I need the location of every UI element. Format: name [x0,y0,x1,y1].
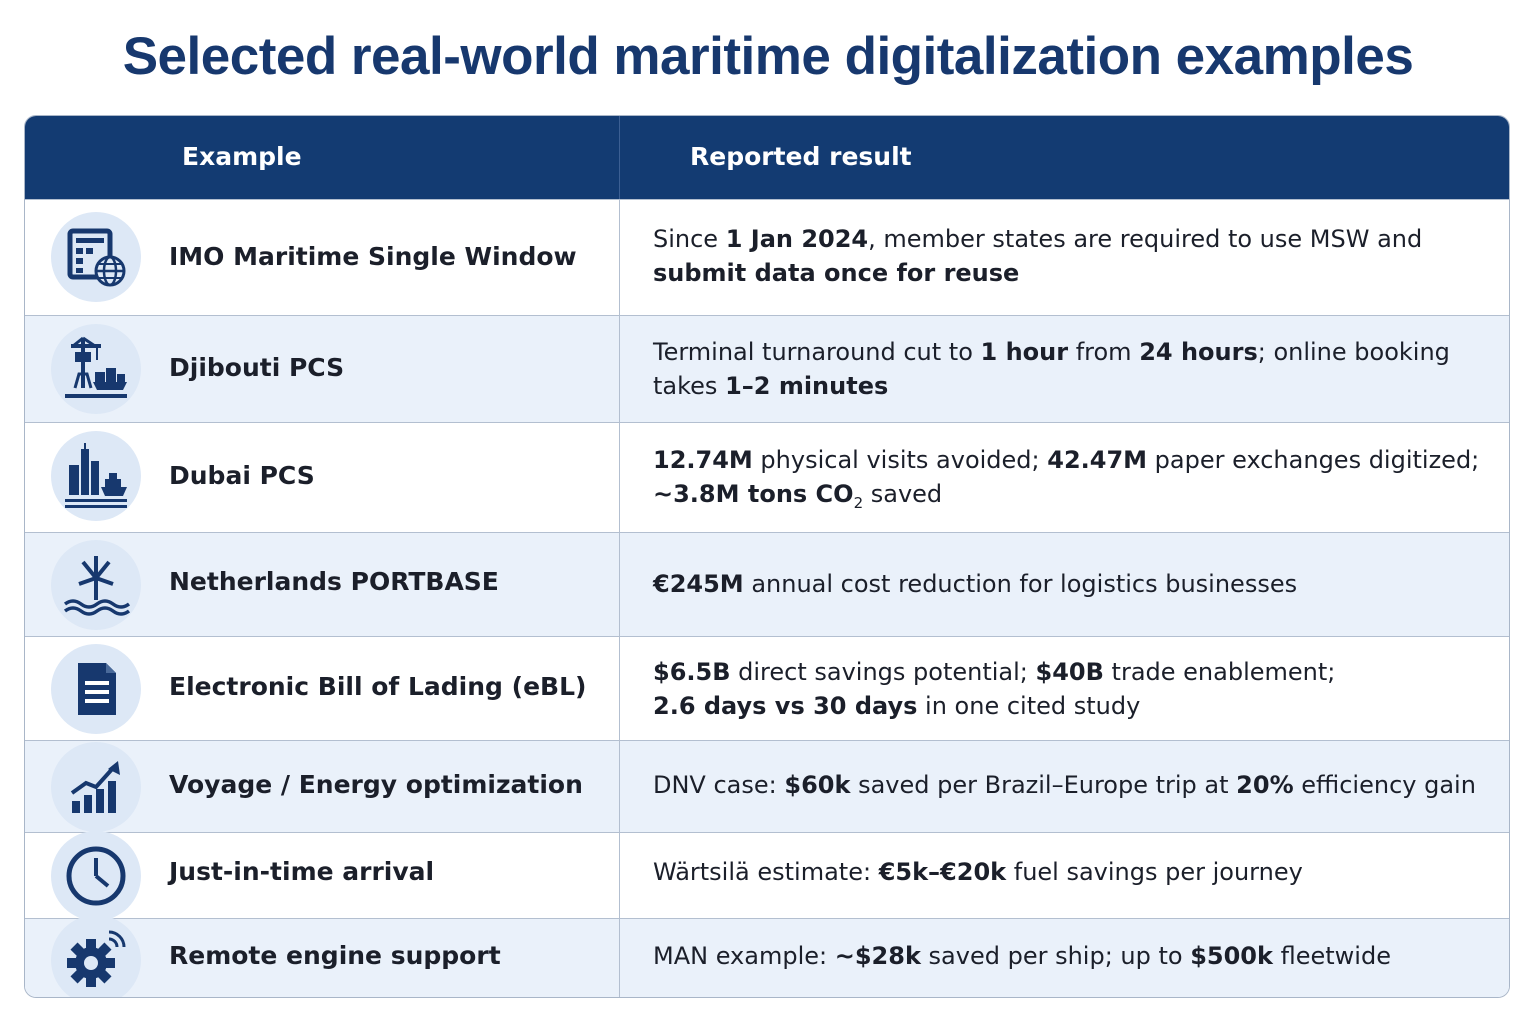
reported-result: €245M annual cost reduction for logistic… [653,570,1298,598]
window-globe-icon [51,212,141,302]
windmill-waves-icon [51,540,141,630]
example-name: IMO Maritime Single Window [169,242,577,271]
table-row: IMO Maritime Single Window Since 1 Jan 2… [25,199,1509,315]
table-header: Example Reported result [25,116,1509,199]
gear-signal-icon [51,915,141,997]
growth-chart-icon [51,742,141,832]
example-name: Voyage / Energy optimization [169,770,583,799]
city-ship-icon [51,431,141,521]
page-title: Selected real-world maritime digitalizat… [122,27,1414,86]
reported-result: Wärtsilä estimate: €5k–€20k fuel savings… [653,858,1303,886]
table-row: Remote engine support MAN example: ~$28k… [25,915,1509,997]
table-row: Netherlands PORTBASE €245M annual cost r… [25,532,1509,636]
table-row: Djibouti PCS Terminal turnaround cut to … [25,315,1509,422]
reported-result: DNV case: $60k saved per Brazil–Europe t… [653,771,1476,799]
example-name: Just-in-time arrival [169,857,435,886]
example-name: Remote engine support [169,941,501,970]
table-row: Just-in-time arrival Wärtsilä estimate: … [25,831,1509,921]
reported-result: 12.74M physical visits avoided; 42.47M p… [653,446,1480,512]
example-name: Netherlands PORTBASE [169,567,499,596]
header-example: Example [182,142,302,171]
document-icon [51,644,141,734]
reported-result: $6.5B direct savings potential; $40B tra… [653,658,1336,720]
examples-table: Example Reported result IMO Maritime Sin… [24,115,1510,998]
table-row: Dubai PCS 12.74M physical visits avoided… [25,422,1509,532]
port-crane-icon [51,324,141,414]
example-name: Electronic Bill of Lading (eBL) [169,672,587,701]
example-name: Dubai PCS [169,461,315,490]
header-reported-result: Reported result [690,142,912,171]
example-name: Djibouti PCS [169,353,345,382]
reported-result: Terminal turnaround cut to 1 hour from 2… [653,338,1450,400]
reported-result: MAN example: ~$28k saved per ship; up to… [653,942,1391,970]
table-row: Electronic Bill of Lading (eBL) $6.5B di… [25,636,1509,740]
clock-icon [51,831,141,921]
table-row: Voyage / Energy optimization DNV case: $… [25,740,1509,832]
reported-result: Since 1 Jan 2024, member states are requ… [653,225,1423,287]
